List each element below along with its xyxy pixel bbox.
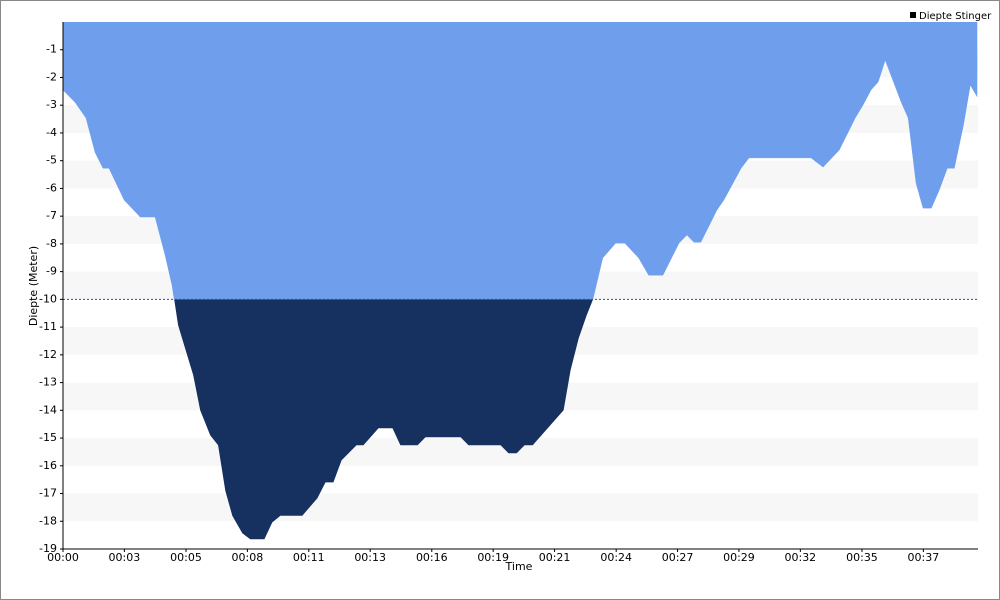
- y-axis-label: Diepte (Meter): [27, 246, 40, 326]
- y-tick-label: -9: [46, 265, 57, 278]
- y-tick-label: -5: [46, 154, 57, 167]
- area-line: [63, 59, 978, 300]
- legend-label: Diepte Stinger: [919, 11, 992, 22]
- y-tick-label: -15: [39, 431, 57, 444]
- grid-band: [63, 493, 978, 522]
- x-tick-label: 00:29: [723, 551, 755, 564]
- x-tick-label: 00:21: [539, 551, 571, 564]
- x-tick-label: 00:24: [600, 551, 632, 564]
- y-tick-label: -12: [39, 348, 57, 361]
- y-tick-label: -13: [39, 376, 57, 389]
- y-tick-label: -17: [39, 487, 57, 500]
- y-tick-label: -3: [46, 98, 57, 111]
- x-tick-label: 00:11: [293, 551, 325, 564]
- area-fill: [63, 22, 978, 300]
- legend-swatch: [910, 12, 916, 18]
- y-tick-label: -16: [39, 459, 57, 472]
- x-axis-label: Time: [505, 560, 533, 573]
- x-tick-label: 00:08: [232, 551, 264, 564]
- x-tick-label: 00:16: [416, 551, 448, 564]
- x-tick-label: 00:35: [846, 551, 878, 564]
- y-tick-label: -2: [46, 70, 57, 83]
- x-tick-label: 00:19: [477, 551, 509, 564]
- y-tick-label: -14: [39, 403, 57, 416]
- x-tick-label: 00:05: [170, 551, 202, 564]
- y-tick-label: -6: [46, 181, 57, 194]
- y-tick-label: -11: [39, 320, 57, 333]
- y-tick-label: -1: [46, 43, 57, 56]
- y-tick-label: -4: [46, 126, 57, 139]
- y-tick-label: -8: [46, 237, 57, 250]
- x-tick-label: 00:13: [354, 551, 386, 564]
- x-tick-label: 00:27: [662, 551, 694, 564]
- area-fill-below: [174, 299, 593, 540]
- x-tick-label: 00:03: [109, 551, 141, 564]
- y-tick-label: -10: [39, 292, 57, 305]
- y-tick-label: -7: [46, 209, 57, 222]
- x-tick-label: 00:00: [47, 551, 79, 564]
- y-tick-label: -19: [39, 542, 57, 555]
- x-tick-label: 00:32: [784, 551, 816, 564]
- x-tick-label: 00:37: [908, 551, 940, 564]
- y-tick-label: -18: [39, 514, 57, 527]
